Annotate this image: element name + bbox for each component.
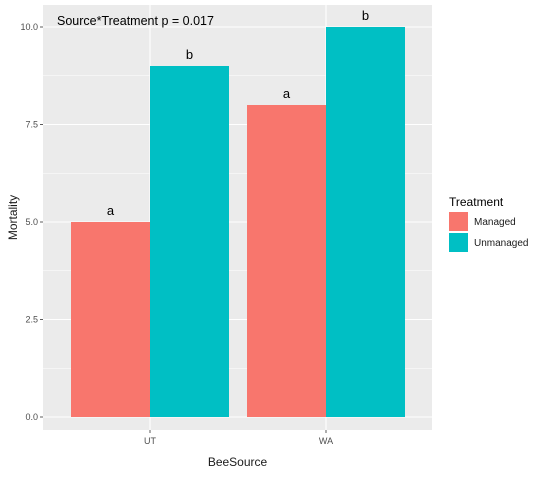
legend-key-managed xyxy=(449,212,468,231)
bar-managed-wa xyxy=(247,105,326,417)
p-value-annotation: Source*Treatment p = 0.017 xyxy=(57,14,214,28)
x-axis-title: BeeSource xyxy=(208,455,268,469)
x-tick-label: UT xyxy=(144,436,156,446)
bar-label: a xyxy=(107,203,115,218)
legend-key-unmanaged xyxy=(449,233,468,252)
y-axis-title: Mortality xyxy=(6,195,20,240)
bar-label: b xyxy=(362,8,369,23)
y-tick-label: 10.0 xyxy=(20,22,38,32)
y-tick-label: 5.0 xyxy=(25,217,38,227)
bar-unmanaged-ut xyxy=(150,66,229,417)
bar-managed-ut xyxy=(71,222,150,417)
legend-label-unmanaged: Unmanaged xyxy=(474,238,528,249)
legend-title: Treatment xyxy=(449,195,504,209)
y-tick-label: 2.5 xyxy=(25,315,38,325)
bar-label: a xyxy=(283,86,291,101)
bar-unmanaged-wa xyxy=(326,27,405,417)
legend-label-managed: Managed xyxy=(474,217,516,228)
x-tick-label: WA xyxy=(319,436,333,446)
y-tick-label: 0.0 xyxy=(25,412,38,422)
bar-label: b xyxy=(186,47,193,62)
y-tick-label: 7.5 xyxy=(25,120,38,130)
